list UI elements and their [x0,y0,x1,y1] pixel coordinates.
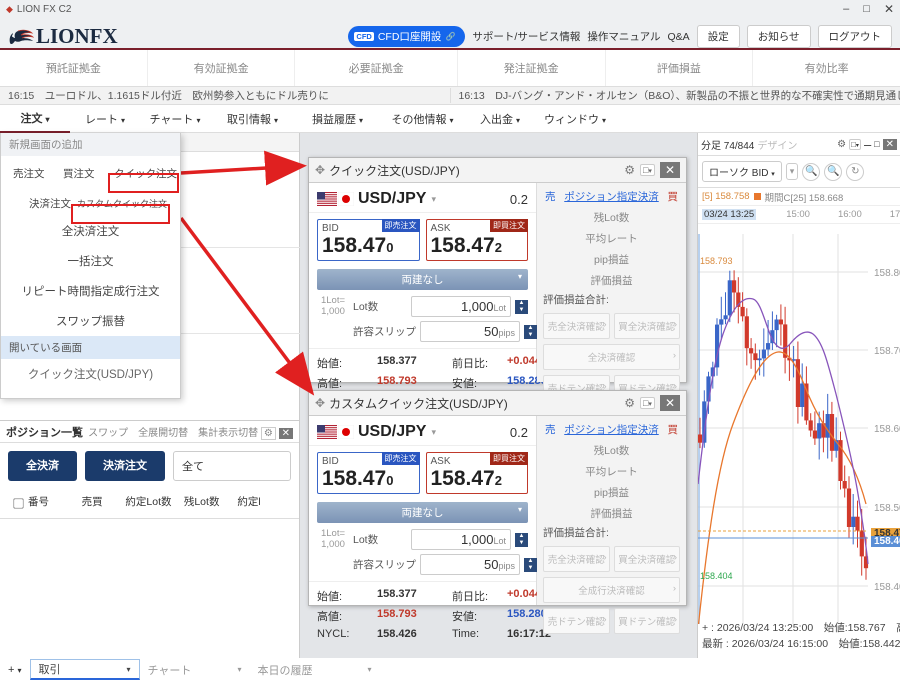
svg-text:158.500: 158.500 [874,503,900,514]
svg-text:158.600: 158.600 [874,424,900,435]
svg-text:158.404: 158.404 [700,571,733,581]
svg-text:158.400: 158.400 [874,582,900,593]
svg-text:158.793: 158.793 [700,256,733,266]
svg-text:158.700: 158.700 [874,346,900,357]
svg-text:158.800: 158.800 [874,268,900,279]
